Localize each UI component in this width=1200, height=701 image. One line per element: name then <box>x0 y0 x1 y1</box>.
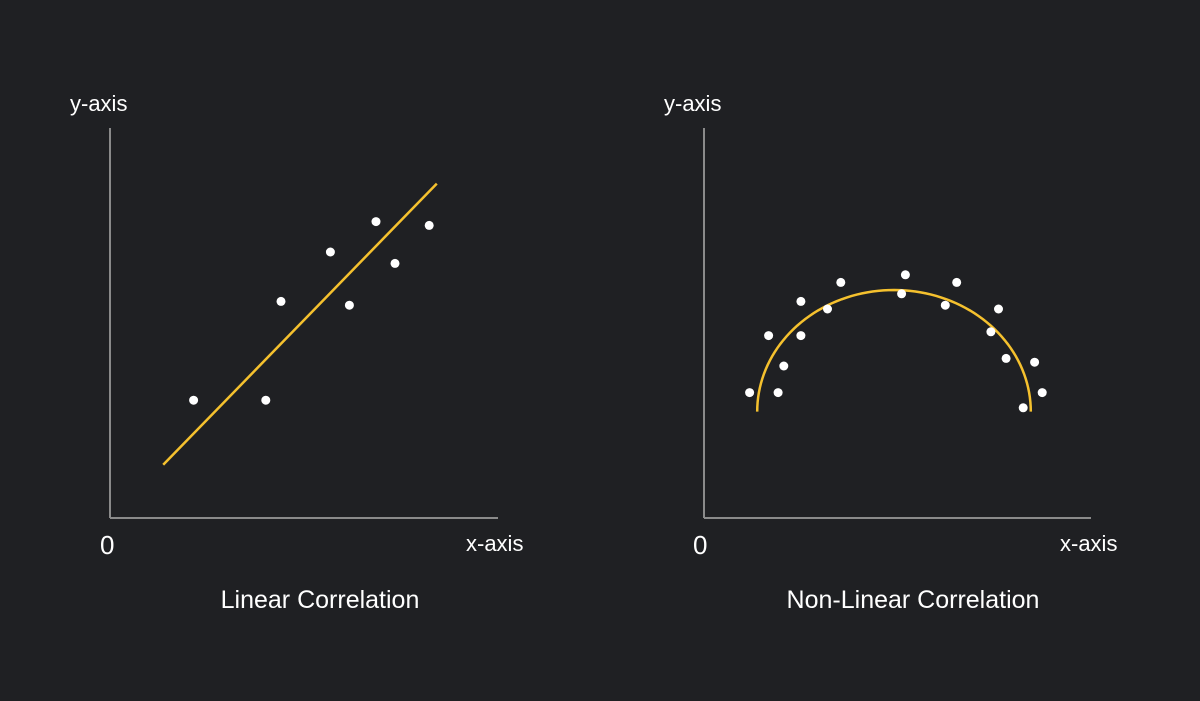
linear-origin-label: 0 <box>100 530 114 560</box>
linear-point-7 <box>390 258 400 268</box>
nonlinear-point-3 <box>773 388 783 398</box>
linear-point-2 <box>261 395 271 405</box>
nonlinear-title: Non-Linear Correlation <box>787 586 1040 614</box>
linear-ylabel: y-axis <box>70 91 127 116</box>
nonlinear-point-2 <box>764 331 774 341</box>
nonlinear-chart: y-axis x-axis 0 Non-Linear Correlation <box>664 91 1117 614</box>
nonlinear-origin-label: 0 <box>693 530 707 560</box>
linear-title: Linear Correlation <box>221 586 420 614</box>
nonlinear-point-14 <box>994 304 1003 314</box>
linear-trend-line <box>162 182 438 466</box>
nonlinear-point-4 <box>779 361 789 371</box>
nonlinear-point-12 <box>952 277 962 287</box>
nonlinear-marks <box>745 270 1047 413</box>
nonlinear-point-18 <box>1037 388 1047 398</box>
nonlinear-point-9 <box>897 289 907 299</box>
nonlinear-point-7 <box>823 304 832 314</box>
nonlinear-point-13 <box>986 327 996 337</box>
linear-point-4 <box>325 247 335 257</box>
linear-point-1 <box>189 395 199 405</box>
nonlinear-point-15 <box>1001 353 1011 363</box>
nonlinear-point-10 <box>900 270 910 280</box>
nonlinear-point-16 <box>1018 403 1028 413</box>
linear-xlabel: x-axis <box>466 531 523 556</box>
linear-point-5 <box>344 300 354 310</box>
nonlinear-point-17 <box>1030 357 1040 367</box>
nonlinear-ylabel: y-axis <box>664 91 721 116</box>
linear-point-3 <box>276 296 286 306</box>
linear-point-8 <box>424 220 434 230</box>
linear-marks <box>162 182 438 466</box>
linear-point-6 <box>371 217 381 227</box>
nonlinear-point-11 <box>940 300 950 310</box>
nonlinear-point-6 <box>796 296 806 306</box>
nonlinear-trend-curve <box>755 288 1033 412</box>
linear-chart: y-axis x-axis 0 Linear Correlation <box>70 91 523 614</box>
nonlinear-point-1 <box>745 388 755 398</box>
nonlinear-point-8 <box>836 277 846 287</box>
nonlinear-point-5 <box>796 331 806 341</box>
nonlinear-xlabel: x-axis <box>1060 531 1117 556</box>
